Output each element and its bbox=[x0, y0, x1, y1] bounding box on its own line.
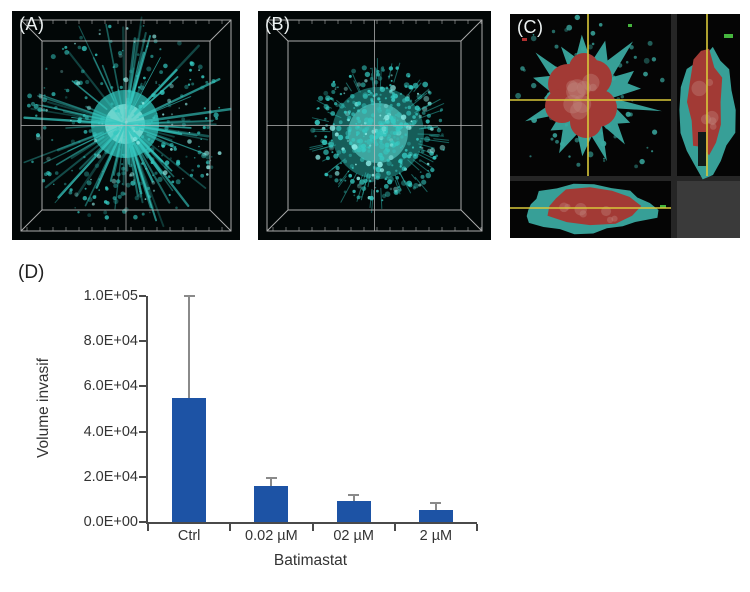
error-bar bbox=[188, 296, 191, 398]
error-bar bbox=[352, 495, 355, 501]
panel-d-label: (D) bbox=[18, 262, 45, 283]
y-tick-label: 2.0E+04 bbox=[83, 468, 138, 485]
y-tick-mark bbox=[139, 521, 146, 523]
error-bar bbox=[270, 477, 273, 486]
y-tick-label: 0.0E+00 bbox=[83, 514, 138, 530]
panel-a-3d-spheroid-invasive: (A) bbox=[12, 11, 240, 240]
x-tick-mark bbox=[393, 524, 396, 531]
y-tick-label: 4.0E+04 bbox=[83, 423, 138, 440]
y-tick-mark bbox=[139, 430, 146, 433]
panel-a-label: (A) bbox=[19, 14, 45, 34]
x-tick-mark bbox=[147, 524, 149, 531]
error-bar-cap bbox=[183, 295, 195, 297]
x-category-label: Ctrl bbox=[177, 528, 201, 544]
x-category-label: 2 µM bbox=[419, 528, 453, 544]
x-axis-title: Batimastat bbox=[273, 552, 348, 569]
error-bar-cap bbox=[348, 494, 360, 497]
panel-c-segmentation-orthoviews: (C) bbox=[510, 14, 740, 238]
y-tick-mark bbox=[139, 385, 146, 388]
spheroid-render-a bbox=[20, 16, 232, 232]
panel-b-label: (B) bbox=[265, 14, 291, 34]
spheroid-render-b bbox=[266, 19, 483, 232]
y-axis-title: Volume invasif bbox=[35, 358, 52, 458]
error-bar-cap bbox=[265, 476, 277, 479]
bar bbox=[336, 500, 371, 522]
y-tick-mark bbox=[139, 340, 146, 343]
y-tick-label: 8.0E+04 bbox=[83, 333, 138, 350]
error-bar bbox=[434, 503, 437, 510]
x-category-label: 0.02 µM bbox=[245, 528, 298, 544]
y-tick-label: 6.0E+04 bbox=[83, 378, 138, 395]
error-bar-cap bbox=[430, 502, 442, 505]
bar bbox=[172, 397, 207, 522]
panel-b-3d-spheroid-compact: (B) bbox=[258, 11, 491, 240]
panel-c-label: (C) bbox=[517, 17, 544, 37]
x-category-label: 02 µM bbox=[333, 528, 374, 544]
y-tick-mark bbox=[139, 295, 146, 297]
bar bbox=[418, 509, 453, 522]
y-tick-mark bbox=[139, 475, 146, 478]
x-tick-mark bbox=[229, 524, 232, 531]
y-tick-label: 1.0E+05 bbox=[83, 288, 138, 304]
bar bbox=[254, 485, 289, 522]
bar-chart-plot-area: 0.0E+00 2.0E+04 4.0E+04 6.0E+04 8.0E+04 1.0E+… bbox=[84, 288, 478, 544]
x-tick-mark bbox=[311, 524, 314, 531]
x-tick-mark bbox=[476, 524, 478, 531]
segmentation-render-c bbox=[510, 14, 740, 238]
